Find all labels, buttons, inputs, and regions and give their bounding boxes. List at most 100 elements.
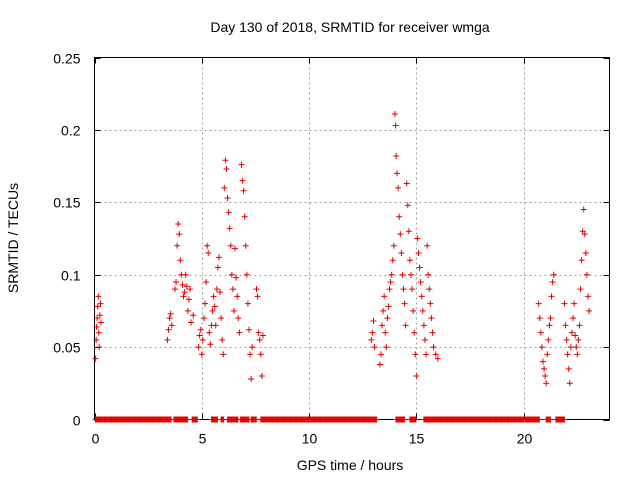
y-tick-label: 0 [73,413,81,429]
data-point [387,278,394,285]
data-point [217,289,224,296]
data-point [380,307,387,314]
data-point [582,249,589,256]
data-point [182,271,189,278]
data-point [418,293,425,300]
data-point [402,322,409,329]
data-series-srmtid [92,110,593,423]
data-point [253,286,260,293]
data-point [537,329,544,336]
data-point [233,274,240,281]
data-point [562,322,569,329]
data-point [197,326,204,333]
data-point [563,336,570,343]
data-point [238,161,245,168]
data-point-zero [412,416,419,423]
x-tick-label: 0 [92,431,100,447]
data-point [568,329,575,336]
data-point [184,307,191,314]
x-tick-label: 5 [199,431,207,447]
data-point [95,293,102,300]
data-point [95,329,102,336]
data-point [410,307,417,314]
data-point [430,344,437,351]
y-tick-label: 0.25 [53,51,80,67]
data-point [382,329,389,336]
data-point [199,336,206,343]
data-point [536,315,543,322]
data-point [186,286,193,293]
data-point [377,351,384,358]
data-point [167,310,174,317]
data-point [246,326,252,333]
data-point-zero [561,416,568,423]
data-point [179,281,186,288]
data-point [415,249,422,256]
data-point-zero [401,416,408,423]
data-point [210,293,217,300]
data-point [92,355,99,362]
data-point [392,122,399,129]
data-point [211,303,218,310]
y-tick-label: 0.2 [61,123,81,139]
data-point [548,293,555,300]
data-point [225,209,232,216]
data-point [204,242,211,249]
data-point [228,271,235,278]
data-point [368,336,375,343]
data-point [566,380,573,387]
data-point [583,271,590,278]
data-point [236,329,243,336]
data-point [565,365,572,372]
data-point [577,286,584,293]
data-point [370,318,377,325]
data-point [183,283,190,290]
data-point [164,336,171,343]
data-point [544,351,551,358]
data-point [190,312,197,319]
data-point [256,336,263,343]
data-point [547,315,554,322]
data-point [198,351,205,358]
data-point [97,319,104,326]
data-point [195,344,202,351]
data-point [585,293,592,300]
data-point [426,286,433,293]
data-point [168,322,175,329]
x-tick-label: 15 [409,431,425,447]
data-point [171,286,178,293]
data-point [406,257,413,264]
data-point [408,271,415,278]
data-point [209,307,216,314]
data-point [389,257,396,264]
data-point [390,242,397,249]
data-point [580,206,587,213]
data-point [255,329,262,336]
data-point [427,300,434,307]
data-point [369,329,376,336]
data-point [571,300,578,307]
data-point [395,184,402,191]
data-point [538,344,545,351]
data-point [93,323,100,330]
data-point [371,344,378,351]
data-point [234,293,241,300]
data-point [165,326,172,333]
data-point [400,286,407,293]
data-point [541,365,548,372]
data-point [384,315,391,322]
data-point [93,336,100,343]
data-point [212,322,219,329]
data-point [396,213,403,220]
data-point [399,271,406,278]
data-point [393,152,400,159]
data-point [258,373,265,380]
x-axis-label: GPS time / hours [297,457,404,473]
y-axis-label: SRMTID / TECUs [5,183,21,293]
data-point [416,264,423,271]
data-point [546,322,553,329]
data-point [397,231,404,238]
data-point [423,351,430,358]
data-point [432,351,439,358]
data-point-zero [536,416,543,423]
